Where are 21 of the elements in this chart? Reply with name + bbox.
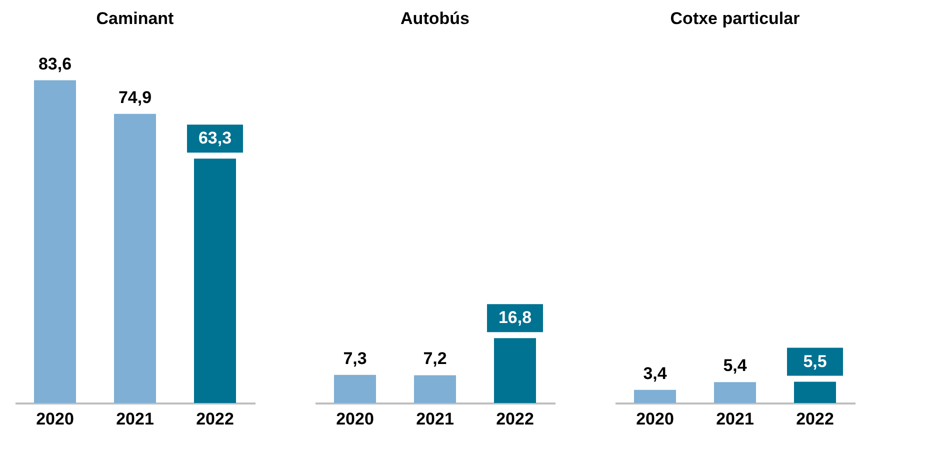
data-label: 7,3 [343, 348, 367, 368]
chart-title: Caminant [96, 9, 174, 28]
x-tick-label: 2021 [116, 410, 154, 428]
data-label: 16,8 [498, 308, 532, 328]
x-tick-label: 2022 [496, 410, 534, 428]
x-tick-label: 2021 [716, 410, 754, 428]
x-tick-label: 2021 [416, 410, 454, 428]
data-label: 74,9 [118, 88, 152, 107]
x-tick-label: 2020 [36, 410, 74, 428]
x-tick-label: 2020 [336, 410, 374, 428]
data-label: 83,6 [38, 54, 72, 74]
data-label: 7,2 [423, 349, 447, 368]
x-tick-label: 2020 [636, 410, 674, 428]
data-label: 5,5 [803, 352, 827, 371]
chart-title: Cotxe particular [670, 9, 800, 28]
data-label: 5,4 [723, 356, 748, 376]
x-tick-label: 2022 [796, 410, 834, 428]
data-label: 3,4 [643, 364, 668, 383]
chart-title: Autobús [400, 9, 470, 28]
x-tick-label: 2022 [196, 410, 234, 428]
data-label: 63,3 [198, 128, 232, 148]
